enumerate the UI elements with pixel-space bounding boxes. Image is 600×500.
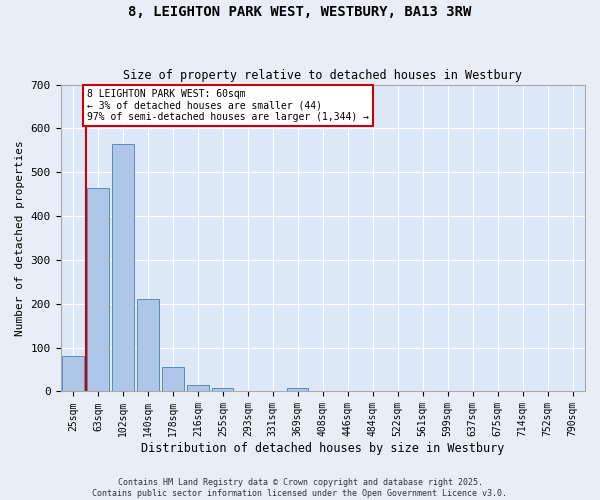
- Title: Size of property relative to detached houses in Westbury: Size of property relative to detached ho…: [123, 69, 522, 82]
- Bar: [88, 188, 109, 392]
- X-axis label: Distribution of detached houses by size in Westbury: Distribution of detached houses by size …: [141, 442, 505, 455]
- Text: Contains HM Land Registry data © Crown copyright and database right 2025.
Contai: Contains HM Land Registry data © Crown c…: [92, 478, 508, 498]
- Bar: [163, 368, 184, 392]
- Bar: [112, 144, 134, 392]
- Bar: [137, 300, 158, 392]
- Bar: [287, 388, 308, 392]
- Text: 8 LEIGHTON PARK WEST: 60sqm
← 3% of detached houses are smaller (44)
97% of semi: 8 LEIGHTON PARK WEST: 60sqm ← 3% of deta…: [87, 89, 369, 122]
- Y-axis label: Number of detached properties: Number of detached properties: [15, 140, 25, 336]
- Bar: [62, 356, 83, 392]
- Bar: [187, 385, 209, 392]
- Text: 8, LEIGHTON PARK WEST, WESTBURY, BA13 3RW: 8, LEIGHTON PARK WEST, WESTBURY, BA13 3R…: [128, 5, 472, 19]
- Bar: [212, 388, 233, 392]
